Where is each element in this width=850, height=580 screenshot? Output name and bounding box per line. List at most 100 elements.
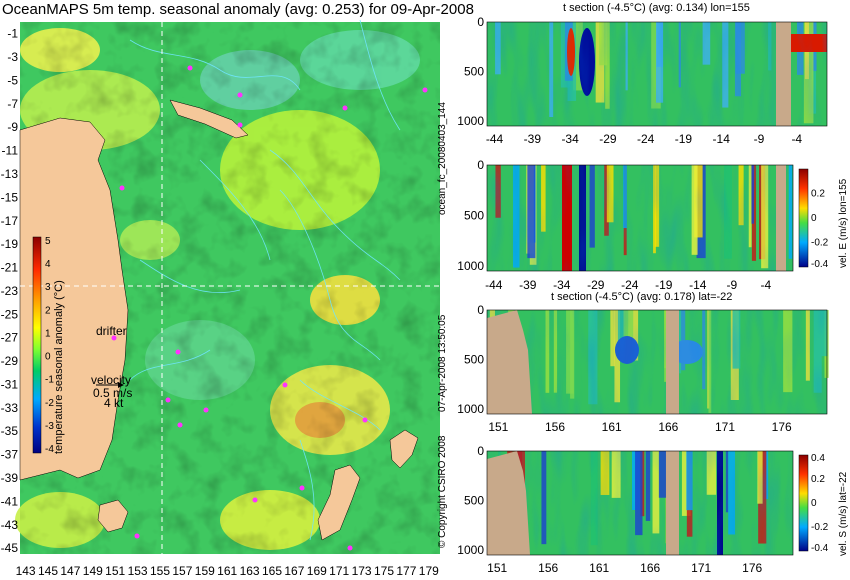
map-x-tick: 143 [16, 564, 36, 578]
section-x-tick: -44 [485, 278, 503, 292]
map-x-tick: 179 [419, 564, 439, 578]
map-x-tick: 177 [396, 564, 416, 578]
section-y-tick: 500 [464, 208, 484, 222]
map-x-tick: 155 [150, 564, 170, 578]
section-x-tick: -34 [561, 132, 579, 146]
section-y-tick: 500 [464, 494, 484, 508]
vel-s-colorbar-label: vel. S (m/s) lat=-22 [838, 471, 849, 556]
map-x-tick: 167 [284, 564, 304, 578]
map-title: OceanMAPS 5m temp. seasonal anomaly (avg… [2, 1, 474, 18]
map-y-tick: -31 [1, 377, 19, 391]
section-x-tick: -19 [655, 278, 673, 292]
section-y-tick: 500 [464, 353, 484, 367]
velocity-colorbar [798, 168, 809, 268]
section-x-tick: 176 [742, 561, 762, 575]
section-x-tick: -34 [553, 278, 571, 292]
map-colorbar-tick: 2 [45, 305, 51, 316]
map-x-tick: 149 [83, 564, 103, 578]
map-y-tick: -21 [1, 261, 19, 275]
section-x-tick: 166 [658, 420, 678, 434]
section-y-tick: 500 [464, 65, 484, 79]
map-x-tick: 161 [217, 564, 237, 578]
map-x-tick: 159 [195, 564, 215, 578]
map-y-tick: -27 [1, 331, 19, 345]
velocity-colorbar-tick: -0.2 [811, 238, 829, 249]
map-colorbar-tick: -3 [45, 421, 54, 432]
map-y-tick: -39 [1, 471, 19, 485]
map-y-tick: -43 [1, 518, 19, 532]
velocity-colorbar-tick: -0.2 [811, 522, 829, 533]
velocity-colorbar-tick: -0.4 [811, 259, 829, 270]
section-land [487, 451, 679, 555]
section-panel [486, 309, 829, 415]
velocity-knots: 4 kt [104, 396, 124, 410]
map-colorbar-tick: 5 [45, 236, 51, 247]
map-x-tick: 169 [307, 564, 327, 578]
map-y-tick: -19 [1, 237, 19, 251]
section-x-tick: -29 [599, 132, 617, 146]
velocity-colorbar-tick: -0.4 [811, 543, 829, 554]
map-x-tick: 171 [329, 564, 349, 578]
map-colorbar-tick: 1 [45, 328, 51, 339]
section-x-tick: -9 [726, 278, 737, 292]
map-y-tick: -37 [1, 448, 19, 462]
map-colorbar-tick: 4 [45, 259, 51, 270]
section-3-title: t section (-4.5°C) (avg: 0.178) lat=-22 [551, 291, 733, 303]
map-colorbar [32, 236, 42, 454]
map-y-tick: -9 [7, 120, 18, 134]
section-1-title: t section (-4.5°C) (avg: 0.134) lon=155 [563, 2, 750, 14]
map-colorbar-tick: 0 [45, 352, 51, 363]
section-x-tick: -14 [713, 132, 731, 146]
map-y-tick: -17 [1, 214, 19, 228]
map-colorbar-tick: 3 [45, 282, 51, 293]
map-x-tick: 165 [262, 564, 282, 578]
map-y-tick: -7 [7, 97, 18, 111]
map-x-tick: 175 [374, 564, 394, 578]
map-colorbar-label: temperature seasonal anomaly (°C) [53, 280, 65, 454]
map-y-tick: -13 [1, 167, 19, 181]
map-y-tick: -5 [7, 73, 18, 87]
section-x-tick: 156 [538, 561, 558, 575]
section-x-tick: -29 [587, 278, 605, 292]
map-drifters [111, 65, 428, 551]
map-y-tick: -15 [1, 190, 19, 204]
section-panel [486, 450, 794, 556]
section-x-tick: -39 [519, 278, 537, 292]
map-y-tick: -29 [1, 354, 19, 368]
map-colorbar-tick: -2 [45, 398, 54, 409]
section-x-tick: 166 [640, 561, 660, 575]
velocity-colorbar-tick: 0.4 [811, 453, 825, 464]
map-colorbar-tick: -1 [45, 375, 54, 386]
section-x-tick: 161 [589, 561, 609, 575]
section-x-tick: -9 [754, 132, 765, 146]
map-y-tick: -1 [7, 27, 18, 41]
section-x-tick: -24 [637, 132, 655, 146]
section-panel [486, 21, 828, 127]
section-y-tick: 1000 [457, 402, 484, 416]
copyright-label: © Copyright CSIRO 2008 [437, 435, 448, 548]
velocity-scale: 0.5 m/s [93, 386, 133, 400]
drifter-label: drifter [96, 324, 127, 338]
map-x-tick: 151 [105, 564, 125, 578]
section-x-tick: -44 [486, 132, 504, 146]
section-x-tick: 171 [715, 420, 735, 434]
section-y-tick: 0 [477, 158, 484, 172]
velocity-colorbar-tick: 0 [811, 498, 817, 509]
issued-label: 07-Apr-2008 13:50:05 [437, 314, 448, 412]
section-x-tick: -4 [760, 278, 771, 292]
section-land [487, 310, 679, 414]
map-x-tick: 157 [172, 564, 192, 578]
section-x-tick: 171 [691, 561, 711, 575]
velocity-colorbar-tick: 0 [811, 213, 817, 224]
map-y-tick: -41 [1, 494, 19, 508]
anomaly-map: 143 145 147 149 151 153 155 157 159 161 163 165 167 1… [1, 19, 440, 578]
section-x-tick: -19 [675, 132, 693, 146]
section-y-tick: 1000 [457, 114, 484, 128]
map-y-tick: -35 [1, 424, 19, 438]
section-x-tick: -14 [689, 278, 707, 292]
section-x-tick: -24 [621, 278, 639, 292]
map-y-tick: -23 [1, 284, 19, 298]
map-x-tick: 173 [352, 564, 372, 578]
velocity-label: velocity [91, 373, 132, 387]
